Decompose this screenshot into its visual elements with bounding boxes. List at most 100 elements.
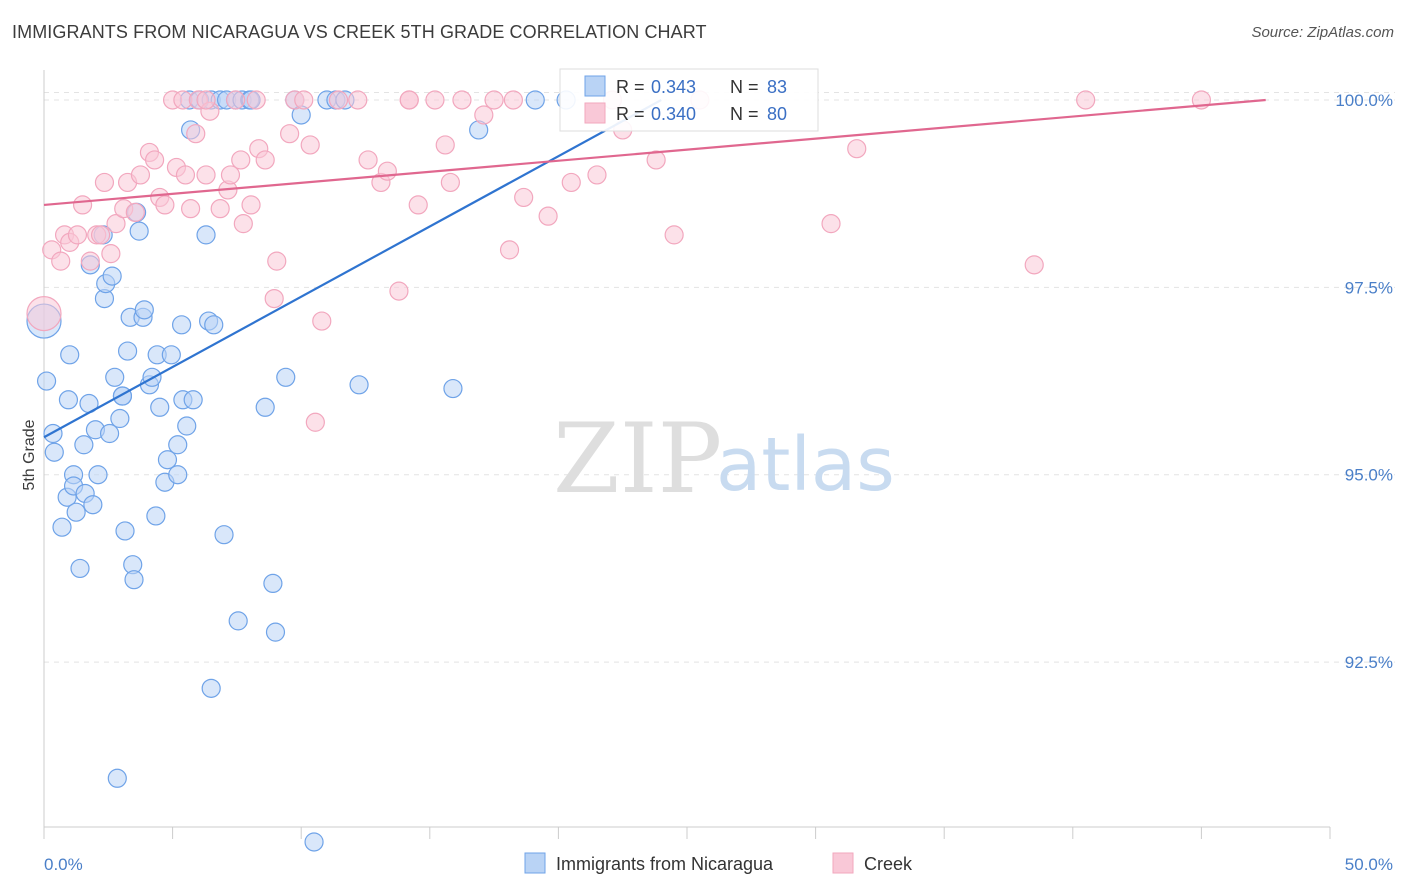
point-nicaragua-15 — [83, 495, 103, 515]
point-creek-75 — [1024, 255, 1044, 275]
point-nicaragua-41 — [157, 450, 178, 470]
point-creek-2 — [51, 251, 71, 271]
point-creek-11 — [101, 244, 121, 264]
point-creek-46 — [305, 412, 325, 432]
point-nicaragua-66 — [263, 573, 283, 594]
y-tick-label-100: 100.0% — [1335, 91, 1393, 110]
stats-swatch-creek — [584, 102, 606, 124]
point-creek-7 — [80, 251, 100, 271]
point-creek-30 — [210, 199, 230, 219]
point-creek-36 — [241, 195, 261, 215]
trend-lines — [43, 98, 1266, 439]
point-creek-18 — [144, 150, 165, 170]
stats-n-value-nicaragua: 83 — [767, 77, 787, 97]
trend-line-creek — [43, 98, 1266, 207]
point-creek-49 — [348, 90, 368, 110]
point-creek-6 — [72, 195, 93, 215]
data-points — [26, 90, 1212, 852]
point-nicaragua-39 — [150, 397, 170, 417]
point-creek-61 — [484, 90, 504, 110]
point-creek-34 — [231, 150, 251, 170]
stats-swatch-nicaragua — [584, 75, 606, 97]
point-nicaragua-55 — [201, 678, 221, 698]
legend-swatch-nicaragua — [524, 852, 546, 874]
point-creek-28 — [196, 165, 216, 185]
point-creek-53 — [389, 281, 409, 301]
trend-line-nicaragua — [43, 99, 662, 439]
point-creek-41 — [267, 251, 287, 271]
point-nicaragua-17 — [88, 465, 108, 485]
point-nicaragua-61 — [228, 611, 248, 631]
point-creek-65 — [538, 206, 558, 226]
point-nicaragua-50 — [183, 390, 203, 410]
point-creek-70 — [646, 150, 666, 170]
point-nicaragua-22 — [102, 266, 122, 286]
gridlines — [44, 91, 1395, 663]
point-creek-64 — [514, 187, 534, 208]
point-creek-78 — [196, 90, 216, 110]
stats-r-value-creek: 0.340 — [651, 104, 696, 124]
chart-title: IMMIGRANTS FROM NICARAGUA VS CREEK 5TH G… — [12, 22, 707, 42]
point-nicaragua-80 — [107, 768, 127, 788]
point-creek-57 — [435, 135, 455, 155]
point-creek-25 — [181, 199, 201, 219]
point-creek-45 — [300, 135, 320, 155]
point-creek-50 — [358, 150, 378, 170]
stats-n-label-nicaragua: N = — [730, 77, 759, 97]
point-nicaragua-47 — [177, 416, 197, 436]
point-creek-20 — [155, 195, 175, 215]
legend-swatch-creek — [832, 852, 854, 874]
point-creek-35 — [233, 214, 253, 234]
point-creek-40 — [264, 288, 284, 309]
point-nicaragua-3 — [44, 442, 64, 462]
point-creek-37 — [246, 90, 266, 110]
point-creek-48 — [328, 90, 349, 110]
point-creek-16 — [130, 165, 151, 185]
point-creek-73 — [821, 214, 841, 234]
series-legend: Immigrants from Nicaragua Creek — [524, 852, 913, 874]
point-nicaragua-67 — [265, 622, 286, 642]
point-creek-12 — [106, 214, 126, 234]
point-nicaragua-21 — [99, 423, 120, 444]
point-nicaragua-10 — [70, 558, 90, 579]
legend-label-creek: Creek — [864, 854, 913, 874]
point-nicaragua-71 — [304, 832, 324, 852]
point-creek-56 — [425, 90, 445, 110]
point-creek-44 — [294, 90, 314, 110]
point-nicaragua-24 — [110, 408, 130, 429]
point-creek-42 — [280, 124, 300, 144]
x-tick-label-50: 50.0% — [1345, 855, 1393, 874]
point-nicaragua-68 — [276, 367, 296, 387]
point-nicaragua-32 — [129, 221, 149, 241]
point-nicaragua-58 — [214, 525, 234, 545]
point-creek-9 — [90, 225, 111, 245]
point-creek-76 — [1076, 90, 1096, 110]
point-creek-58 — [440, 172, 460, 193]
point-nicaragua-78 — [525, 90, 545, 110]
point-nicaragua-11 — [74, 435, 94, 455]
stats-n-label-creek: N = — [730, 104, 759, 124]
stats-r-value-nicaragua: 0.343 — [651, 77, 696, 97]
point-nicaragua-43 — [168, 435, 188, 455]
point-nicaragua-1 — [36, 371, 57, 391]
y-tick-label-97-5: 97.5% — [1345, 278, 1393, 297]
point-nicaragua-27 — [117, 341, 138, 361]
x-tick-label-0: 0.0% — [44, 855, 83, 874]
point-nicaragua-81 — [60, 345, 80, 365]
point-creek-47 — [312, 311, 332, 331]
y-tick-label-95: 95.0% — [1345, 466, 1393, 485]
point-nicaragua-52 — [196, 225, 216, 245]
point-nicaragua-4 — [52, 517, 72, 537]
point-nicaragua-75 — [349, 375, 369, 395]
point-creek-52 — [377, 161, 397, 181]
point-creek-63 — [503, 90, 523, 110]
point-nicaragua-56 — [204, 315, 224, 335]
stats-legend: R = 0.343 N = 83 R = 0.340 N = 80 — [559, 68, 819, 132]
point-nicaragua-42 — [161, 345, 181, 365]
watermark-atlas: atlas — [716, 422, 895, 508]
point-creek-24 — [175, 165, 196, 185]
point-creek-0 — [26, 295, 62, 332]
point-creek-5 — [67, 225, 88, 245]
y-axis-title: 5th Grade — [21, 419, 38, 490]
point-creek-71 — [664, 225, 684, 245]
